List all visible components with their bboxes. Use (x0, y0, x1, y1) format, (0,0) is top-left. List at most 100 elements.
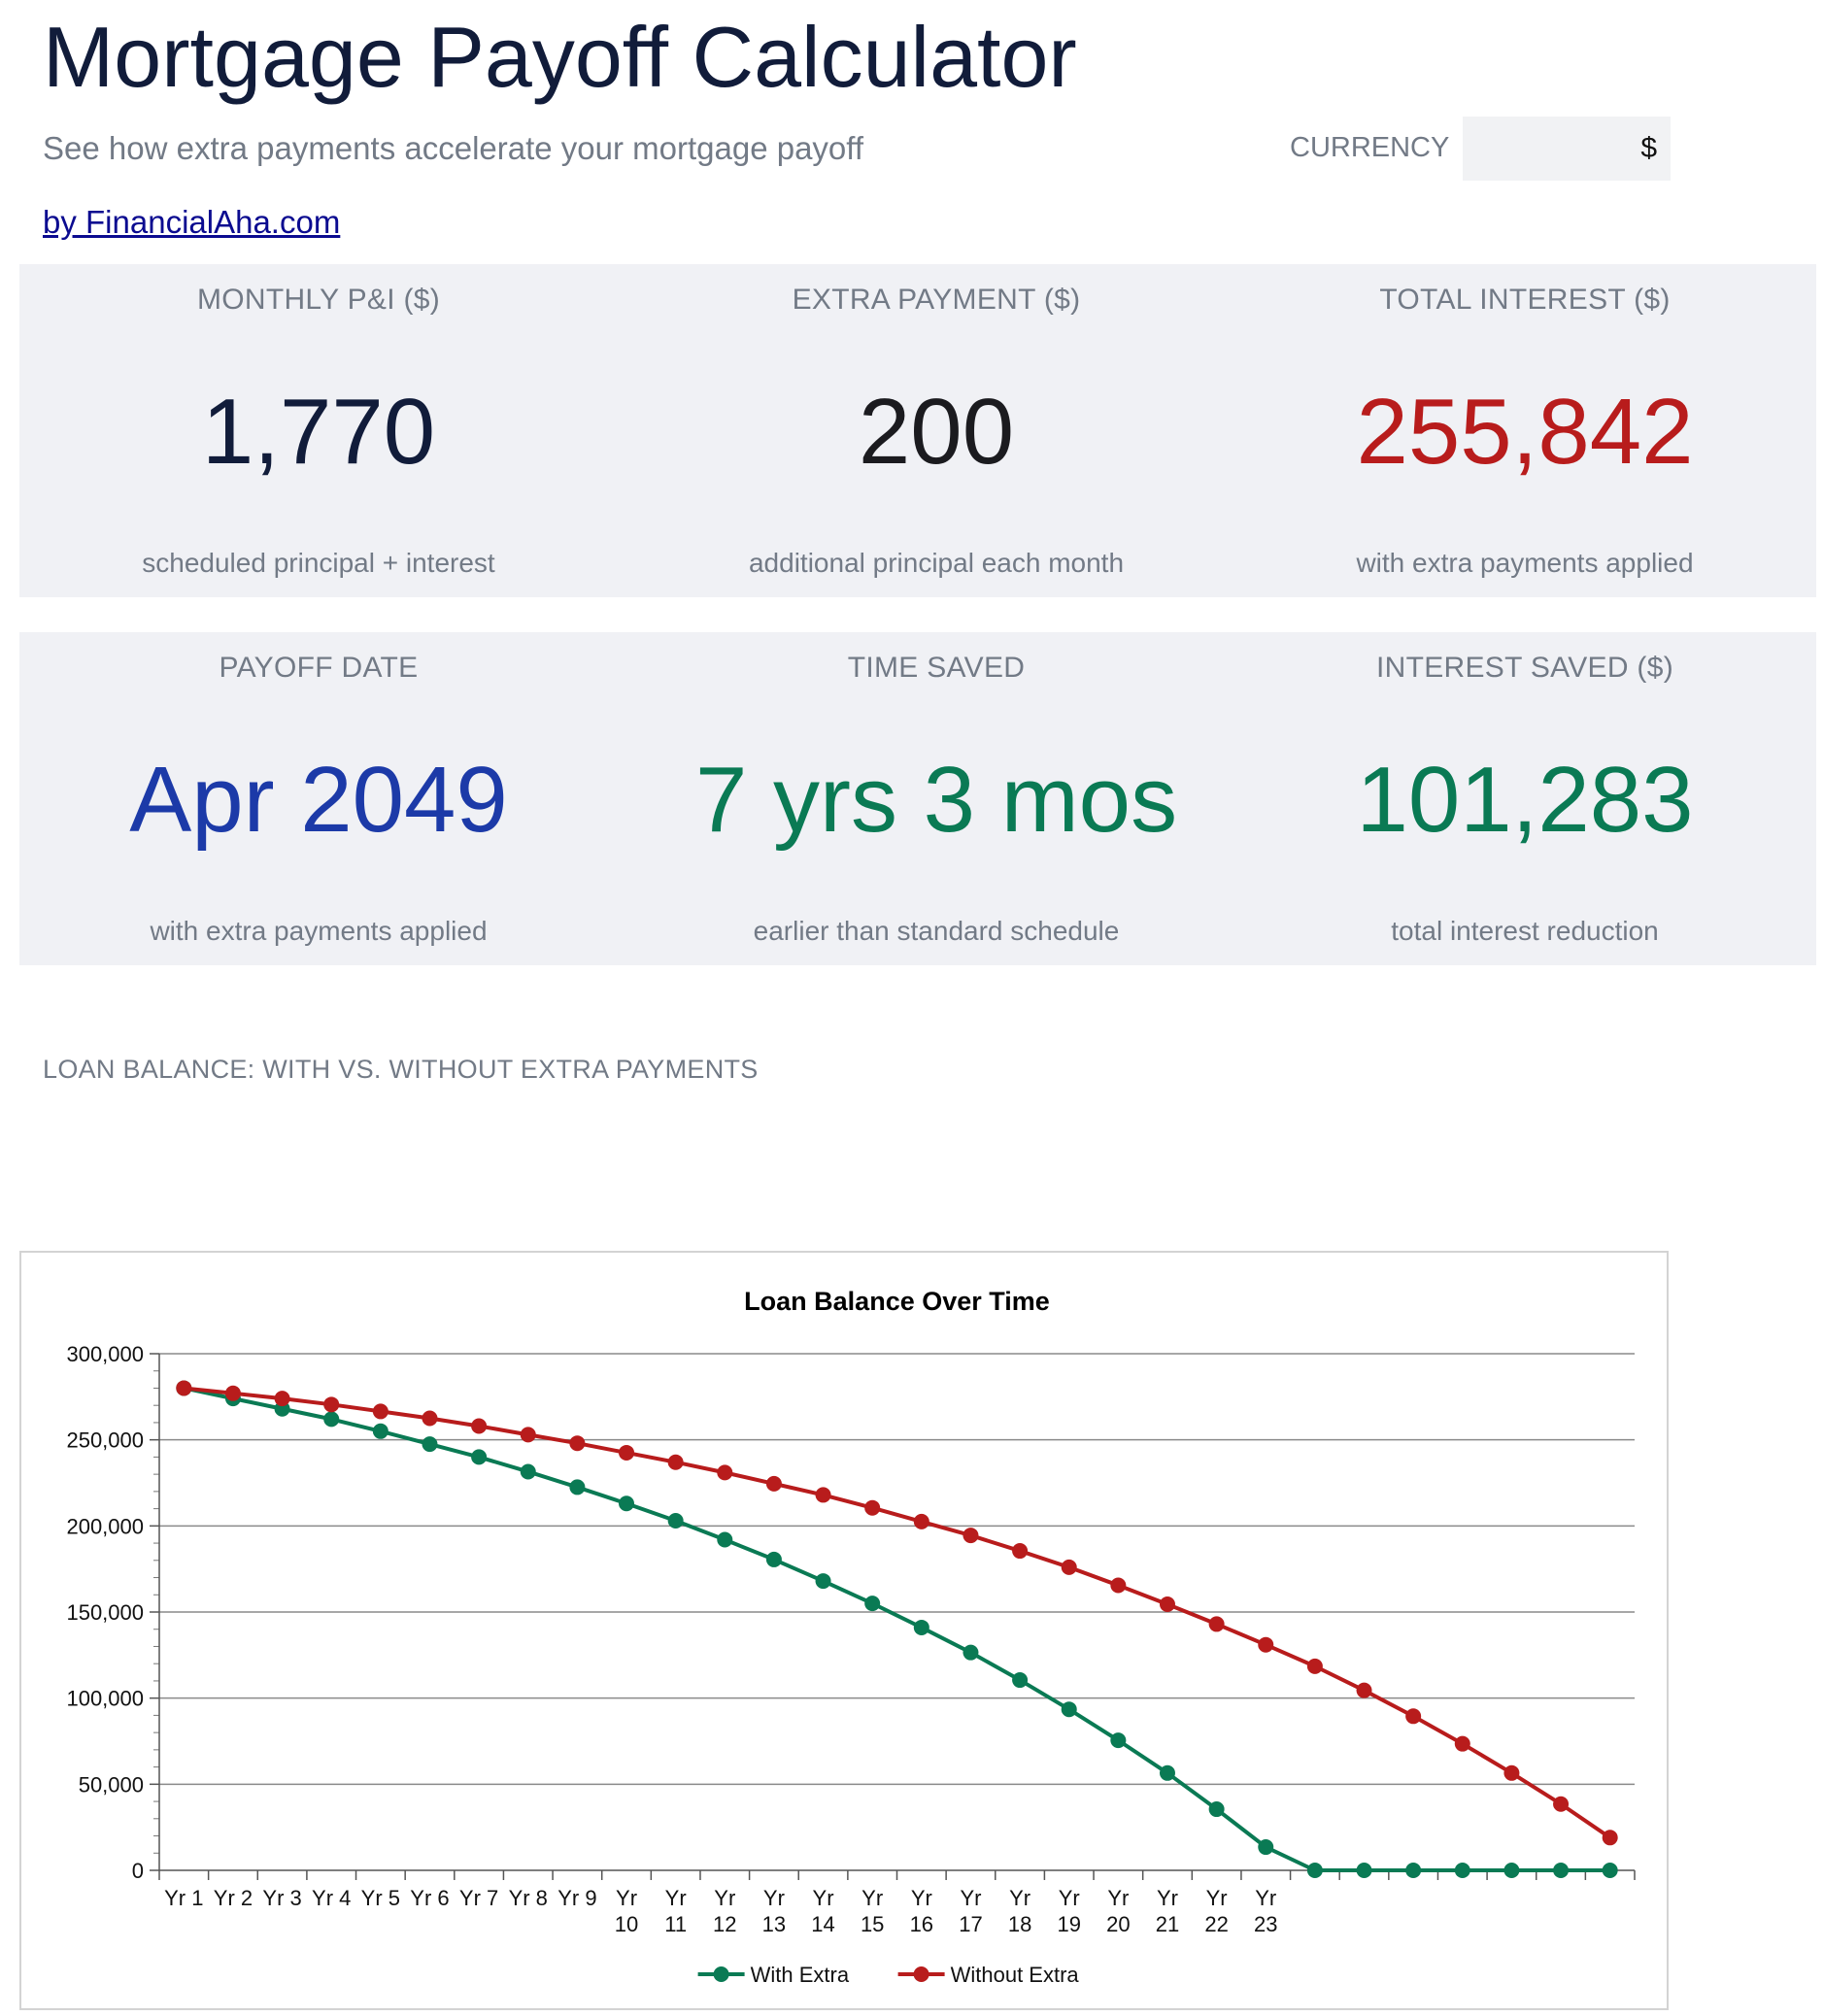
x-tick-label: Yr 23 (1254, 1886, 1277, 1936)
currency-input[interactable]: $ (1463, 117, 1671, 181)
x-tick-label: Yr 11 (664, 1886, 687, 1936)
x-tick-label: Yr 16 (910, 1886, 933, 1936)
metric-label: EXTRA PAYMENT ($) (792, 284, 1081, 316)
data-point-without-extra (913, 1513, 929, 1529)
metric-value: 1,770 (201, 380, 436, 484)
currency-value: $ (1640, 132, 1657, 164)
data-point-with-extra (667, 1513, 684, 1529)
chart-canvas: Loan Balance Over Time 0 50,000 100,000 150,… (66, 1287, 1636, 1987)
data-point-without-extra (1306, 1658, 1323, 1674)
x-tick-label: Yr 9 (557, 1886, 596, 1910)
x-tick-label: Yr 10 (615, 1886, 638, 1936)
x-tick-label: Yr 21 (1156, 1886, 1179, 1936)
data-point-with-extra (1306, 1863, 1323, 1878)
data-point-without-extra (422, 1410, 438, 1427)
data-point-with-extra (569, 1479, 586, 1495)
metric-payoff-date: PAYOFF DATE Apr 2049 with extra payments… (19, 632, 618, 965)
loan-balance-chart[interactable]: Loan Balance Over Time 0 50,000 100,000 150,… (19, 1251, 1669, 2010)
data-point-without-extra (864, 1499, 881, 1516)
x-tick-label: Yr 15 (861, 1886, 884, 1936)
metrics-panel-primary: MONTHLY P&I ($) 1,770 scheduled principa… (19, 264, 1816, 597)
data-point-with-extra (963, 1644, 979, 1661)
series-line-without-extra (184, 1386, 1611, 1839)
data-point-without-extra (471, 1418, 488, 1434)
data-point-with-extra (323, 1411, 340, 1428)
data-point-without-extra (667, 1454, 684, 1470)
metric-note: earlier than standard schedule (753, 916, 1120, 946)
legend-label: Without Extra (951, 1963, 1080, 1987)
x-tick-label: Yr 2 (214, 1886, 253, 1910)
x-tick-label: Yr 17 (959, 1886, 982, 1936)
x-tick-label: Yr 6 (410, 1886, 449, 1910)
data-point-without-extra (1503, 1764, 1520, 1781)
data-point-with-extra (913, 1619, 929, 1635)
metric-value: 7 yrs 3 mos (694, 748, 1178, 852)
data-point-without-extra (520, 1427, 536, 1443)
legend-label: With Extra (751, 1963, 850, 1987)
x-tick-label: Yr 5 (361, 1886, 400, 1910)
metric-note: additional principal each month (748, 548, 1125, 578)
data-point-with-extra (1602, 1863, 1618, 1878)
metric-label: INTEREST SAVED ($) (1375, 652, 1673, 684)
data-point-with-extra (1159, 1764, 1175, 1781)
metric-time-saved: TIME SAVED 7 yrs 3 mos earlier than stan… (637, 632, 1235, 965)
metric-note: total interest reduction (1391, 916, 1659, 946)
data-point-with-extra (1110, 1732, 1127, 1749)
data-point-with-extra (1356, 1863, 1372, 1878)
x-tick-label: Yr 3 (262, 1886, 301, 1910)
page-title: Mortgage Payoff Calculator (43, 9, 1077, 105)
x-tick-label: Yr 19 (1057, 1886, 1080, 1936)
data-point-without-extra (1208, 1616, 1225, 1632)
metric-extra-payment: EXTRA PAYMENT ($) 200 additional princip… (637, 264, 1235, 597)
data-point-with-extra (765, 1551, 782, 1567)
data-point-with-extra (1553, 1863, 1570, 1878)
data-point-with-extra (1012, 1672, 1029, 1689)
x-tick-label: Yr 7 (459, 1886, 498, 1910)
x-tick-label: Yr 13 (762, 1886, 786, 1936)
metrics-panel-savings: PAYOFF DATE Apr 2049 with extra payments… (19, 632, 1816, 965)
data-point-with-extra (815, 1573, 831, 1590)
metric-value: 255,842 (1356, 380, 1694, 484)
x-tick-label: Yr 12 (713, 1886, 736, 1936)
byline-link[interactable]: by FinancialAha.com (43, 204, 341, 240)
data-point-without-extra (224, 1385, 241, 1401)
data-point-without-extra (569, 1435, 586, 1452)
page-subtitle: See how extra payments accelerate your m… (43, 130, 864, 166)
x-tick-label: Yr 22 (1204, 1886, 1228, 1936)
metric-monthly-payment: MONTHLY P&I ($) 1,770 scheduled principa… (19, 264, 618, 597)
data-point-without-extra (963, 1528, 979, 1544)
y-tick-label: 150,000 (66, 1600, 144, 1625)
data-point-without-extra (1159, 1596, 1175, 1613)
data-point-without-extra (619, 1444, 635, 1461)
data-point-without-extra (1405, 1708, 1422, 1725)
data-point-with-extra (717, 1531, 733, 1548)
data-point-with-extra (1503, 1863, 1520, 1878)
metric-note: scheduled principal + interest (142, 548, 495, 578)
metric-total-interest: TOTAL INTEREST ($) 255,842 with extra pa… (1226, 264, 1824, 597)
data-point-without-extra (274, 1391, 290, 1407)
metric-label: PAYOFF DATE (219, 652, 419, 684)
data-point-without-extra (372, 1403, 388, 1420)
data-point-without-extra (1110, 1577, 1127, 1594)
y-tick-label: 250,000 (66, 1428, 144, 1453)
x-tick-label: Yr 14 (811, 1886, 834, 1936)
data-point-without-extra (717, 1464, 733, 1481)
data-point-with-extra (1061, 1701, 1077, 1718)
series-line-with-extra (183, 1386, 1610, 1872)
data-point-without-extra (1454, 1735, 1470, 1752)
data-point-with-extra (520, 1463, 536, 1480)
chart-title: Loan Balance Over Time (744, 1287, 1050, 1316)
data-point-with-extra (864, 1596, 881, 1612)
data-point-without-extra (176, 1380, 192, 1396)
data-point-without-extra (1356, 1682, 1372, 1698)
data-point-without-extra (323, 1396, 340, 1413)
data-point-with-extra (1454, 1863, 1470, 1878)
data-point-with-extra (422, 1436, 438, 1453)
data-point-without-extra (1602, 1830, 1618, 1846)
metric-interest-saved: INTEREST SAVED ($) 101,283 total interes… (1226, 632, 1824, 965)
data-point-without-extra (815, 1487, 831, 1503)
metric-label: MONTHLY P&I ($) (196, 284, 441, 316)
metric-value: 101,283 (1356, 748, 1694, 852)
metric-value: Apr 2049 (129, 748, 508, 852)
metric-label: TIME SAVED (847, 652, 1026, 684)
